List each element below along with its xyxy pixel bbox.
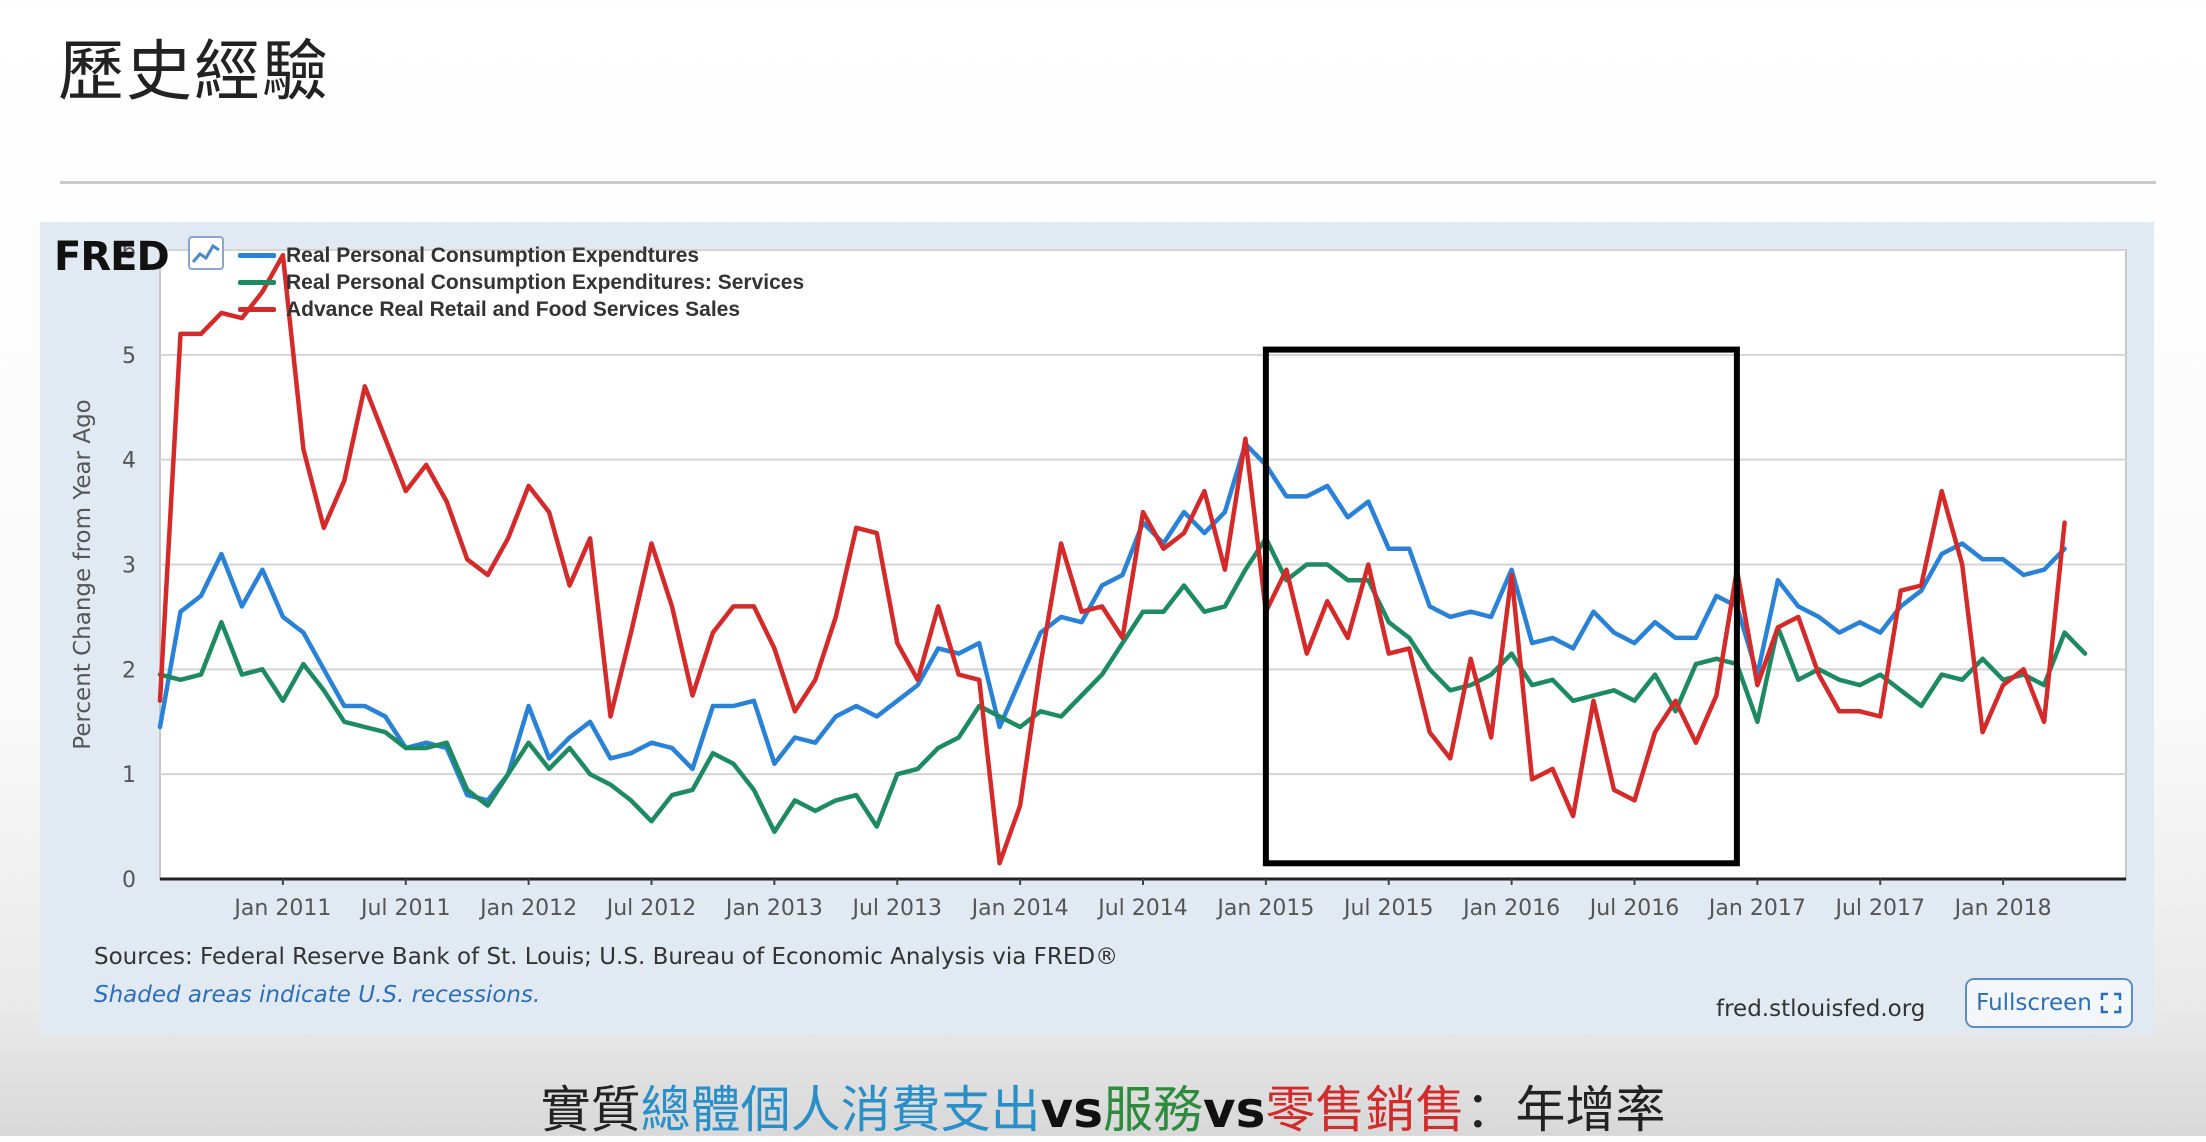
x-tick-label: Jan 2015 xyxy=(1215,896,1314,921)
caption-part5: ：年增率 xyxy=(1465,1081,1666,1139)
line-chart: 0 1 2 3 4 5 6 Jan 2011 Jul 2011 Jan 2012 Jul 2012 J… xyxy=(70,239,2127,921)
legend-swatch xyxy=(238,253,276,258)
x-tick-label: Jul 2015 xyxy=(1342,896,1434,921)
y-tick-label: 5 xyxy=(122,344,136,369)
caption-retail-sales: 零售銷售 xyxy=(1265,1081,1466,1139)
x-tick-label: Jan 2014 xyxy=(970,896,1069,921)
y-tick-label: 4 xyxy=(122,449,136,474)
legend-item: Real Personal Consumption Expendtures xyxy=(238,242,804,269)
y-tick-label: 3 xyxy=(122,554,136,579)
title-divider xyxy=(60,181,2156,184)
y-axis-label: Percent Change from Year Ago xyxy=(70,399,96,749)
legend-label: Real Personal Consumption Expenditures: … xyxy=(286,270,805,294)
x-tick-label: Jul 2014 xyxy=(1096,896,1188,921)
legend-swatch xyxy=(238,307,276,312)
sources-note: Sources: Federal Reserve Bank of St. Lou… xyxy=(94,944,1119,970)
y-tick-label: 6 xyxy=(122,239,136,264)
x-tick-label: Jul 2012 xyxy=(605,896,697,921)
fred-url[interactable]: fred.stlouisfed.org xyxy=(1716,996,1926,1022)
caption-vs-1: vs xyxy=(1040,1081,1103,1139)
slide-title: 歷史經驗 xyxy=(58,33,330,110)
legend-item: Advance Real Retail and Food Services Sa… xyxy=(238,296,804,323)
legend-item: Real Personal Consumption Expenditures: … xyxy=(238,269,804,296)
legend-label: Advance Real Retail and Food Services Sa… xyxy=(286,297,741,321)
x-tick-label: Jan 2017 xyxy=(1707,896,1806,921)
x-tick-label: Jan 2011 xyxy=(232,896,331,921)
recession-shading-link[interactable]: Shaded areas indicate U.S. recessions. xyxy=(94,982,541,1008)
caption-services: 服務 xyxy=(1103,1081,1203,1139)
x-tick-label: Jan 2018 xyxy=(1953,896,2052,921)
caption-vs-2: vs xyxy=(1203,1081,1266,1139)
chart-legend: Real Personal Consumption Expendtures Rea… xyxy=(238,242,804,323)
y-tick-label: 1 xyxy=(122,763,136,788)
slide-caption: 實質總體個人消費支出vs服務vs零售銷售：年增率 xyxy=(0,1070,2206,1142)
series-line-3 xyxy=(157,252,2067,866)
x-tick-label: Jan 2013 xyxy=(724,896,823,921)
legend-swatch xyxy=(238,280,276,285)
fullscreen-icon xyxy=(2100,992,2122,1014)
chart-graph-icon xyxy=(188,236,224,270)
x-tick-label: Jul 2013 xyxy=(850,896,942,921)
caption-total-pce: 總體個人消費支出 xyxy=(640,1081,1041,1139)
x-tick-label: Jul 2016 xyxy=(1588,896,1680,921)
fred-logo[interactable]: FRED xyxy=(54,234,170,280)
y-tick-label: 0 xyxy=(122,868,136,893)
y-tick-label: 2 xyxy=(122,658,136,683)
caption-part1: 實質 xyxy=(540,1081,641,1139)
x-tick-label: Jan 2012 xyxy=(478,896,577,921)
x-tick-label: Jul 2011 xyxy=(359,896,451,921)
x-tick-label: Jan 2016 xyxy=(1461,896,1560,921)
fullscreen-button[interactable]: Fullscreen xyxy=(1965,978,2133,1028)
legend-label: Real Personal Consumption Expendtures xyxy=(286,243,700,267)
fullscreen-label: Fullscreen xyxy=(1976,990,2092,1016)
highlight-box xyxy=(1262,346,1740,867)
x-tick-label: Jul 2017 xyxy=(1833,896,1925,921)
fred-chart-panel: 0 1 2 3 4 5 6 Jan 2011 Jul 2011 Jan 2012 Jul 2012 J… xyxy=(40,222,2154,1034)
series-line-2 xyxy=(157,536,2088,835)
